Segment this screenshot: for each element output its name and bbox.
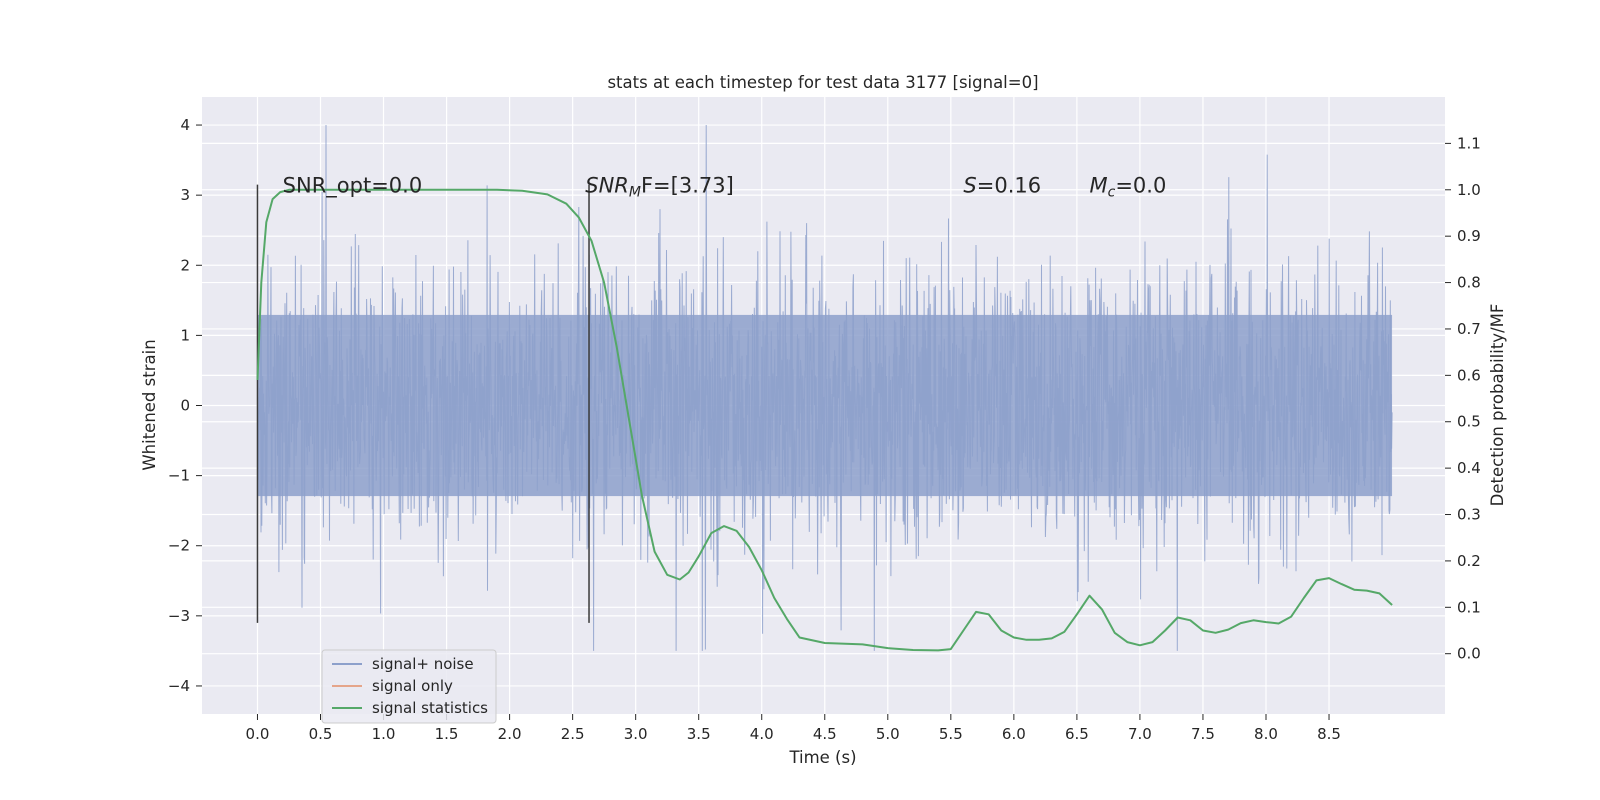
x-tick-label: 3.0: [624, 725, 648, 743]
y2-tick-label: 1.0: [1457, 181, 1481, 199]
y-tick-label: 2: [180, 256, 190, 274]
x-tick-label: 8.5: [1317, 725, 1341, 743]
vertical-markers: [256, 184, 590, 623]
x-tick-label: 5.0: [876, 725, 900, 743]
legend-label-signal-only: signal only: [372, 677, 453, 695]
y2-tick-label: 0.5: [1457, 413, 1481, 431]
x-tick-label: 3.5: [687, 725, 711, 743]
y2-axis-ticks: 0.0 0.1 0.2 0.3 0.4 0.5 0.6 0.7 0.8 0.9 1.0 1.1: [1445, 134, 1481, 663]
y2-tick-label: 0.8: [1457, 274, 1481, 292]
y2-tick-label: 0.4: [1457, 459, 1481, 477]
y-tick-label: 3: [180, 186, 190, 204]
x-tick-label: 6.5: [1065, 725, 1089, 743]
x-tick-label: 4.0: [750, 725, 774, 743]
noise-core-band: [257, 314, 1393, 497]
y2-tick-label: 0.0: [1457, 645, 1481, 663]
x-tick-label: 0.5: [309, 725, 333, 743]
legend: signal+ noise signal only signal statist…: [321, 649, 497, 724]
x-tick-label: 8.0: [1254, 725, 1278, 743]
x-tick-label: 1.5: [435, 725, 459, 743]
x-tick-label: 2.0: [498, 725, 522, 743]
x-tick-label: 1.0: [372, 725, 396, 743]
y2-tick-label: 0.7: [1457, 320, 1481, 338]
y-tick-label: 4: [180, 116, 190, 134]
y-tick-label: −2: [168, 537, 190, 555]
chart-title: stats at each timestep for test data 317…: [607, 73, 1038, 92]
annotation-snr_opt: SNR_opt=0.0: [283, 174, 423, 199]
x-tick-label: 7.5: [1191, 725, 1215, 743]
y-tick-label: −4: [168, 677, 190, 695]
stats-line: [256, 188, 1393, 652]
y2-tick-label: 0.2: [1457, 552, 1481, 570]
series-signal-noise: [257, 124, 1393, 651]
annotation-mc: Mc=0.0: [1089, 174, 1166, 201]
y2-tick-label: 0.3: [1457, 506, 1481, 524]
x-tick-label: 2.5: [561, 725, 585, 743]
series-signal-statistics: [256, 188, 1393, 652]
x-axis-label: Time (s): [788, 748, 856, 767]
annotation-snr_mf: SNRMF=[3.73]: [585, 174, 734, 201]
x-tick-label: 6.0: [1002, 725, 1026, 743]
y-tick-label: −1: [168, 467, 190, 485]
x-axis-ticks: 0.0 0.5 1.0 1.5 2.0 2.5 3.0 3.5 4.0 4.5 5.0 5.5 6.0 6…: [246, 714, 1341, 743]
legend-box: [321, 649, 497, 724]
legend-label-signal-noise: signal+ noise: [372, 655, 474, 673]
x-tick-label: 0.0: [246, 725, 270, 743]
annotation-s: S=0.16: [963, 174, 1041, 198]
y-tick-label: 1: [180, 326, 190, 344]
x-tick-label: 5.5: [939, 725, 963, 743]
y-tick-label: 0: [180, 397, 190, 415]
y-axis-ticks: −4 −3 −2 −1 0 1 2 3 4: [168, 116, 202, 695]
y2-tick-label: 0.9: [1457, 227, 1481, 245]
y2-axis-label: Detection probability/MF: [1488, 304, 1507, 507]
annotations: SNR_opt=0.0 SNRMF=[3.73] S=0.16 Mc=0.0: [283, 174, 1167, 201]
legend-label-signal-statistics: signal statistics: [372, 699, 488, 717]
x-tick-label: 4.5: [813, 725, 837, 743]
y2-tick-label: 1.1: [1457, 134, 1481, 152]
y-tick-label: −3: [168, 607, 190, 625]
y-axis-label: Whitened strain: [140, 339, 159, 470]
x-tick-label: 7.0: [1128, 725, 1152, 743]
y2-tick-label: 0.1: [1457, 598, 1481, 616]
y2-tick-label: 0.6: [1457, 366, 1481, 384]
